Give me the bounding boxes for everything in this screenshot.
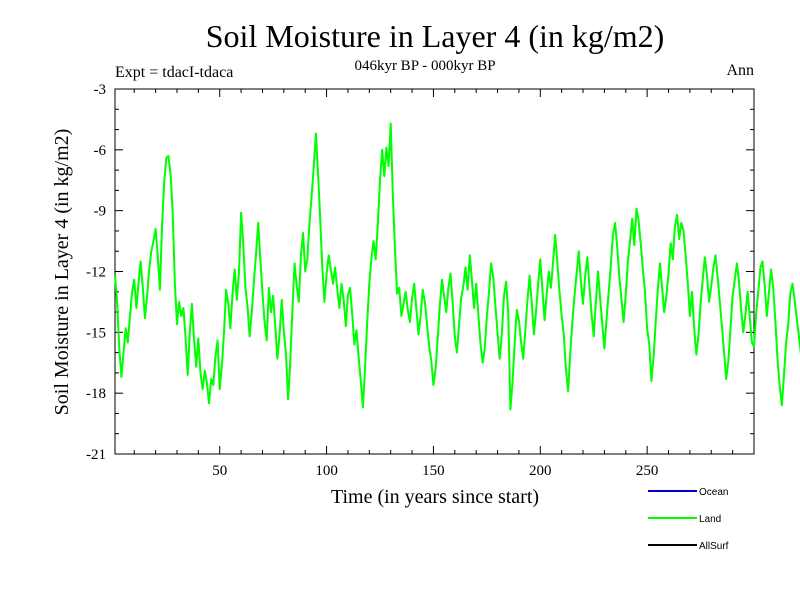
legend-label-ocean: Ocean [699,487,728,498]
x-axis-ticks: 50 100 150 200 250 [133,89,755,479]
y-axis-label: Soil Moisture in Layer 4 (in kg/m2) [51,129,73,416]
y-tick-label: -21 [86,447,106,463]
legend-label-land: Land [699,514,721,525]
plot-area: 50 100 150 200 250 -21 -18 -15 -12 -9 -6 -3 [86,82,800,479]
chart-subtitle: 046kyr BP - 000kyr BP [354,58,495,74]
series-layer [114,122,800,411]
x-tick-label: 100 [315,463,338,479]
legend: Ocean Land AllSurf [648,487,729,552]
y-tick-label: -18 [86,386,106,402]
season-label: Ann [726,62,754,79]
x-tick-label: 250 [636,463,659,479]
x-tick-label: 150 [422,463,445,479]
y-tick-label: -12 [86,265,106,281]
x-axis-label: Time (in years since start) [331,486,539,508]
plot-frame [114,88,755,455]
chart-title: Soil Moisture in Layer 4 (in kg/m2) [206,18,665,54]
x-tick-label: 50 [212,463,227,479]
legend-label-allsurf: AllSurf [699,541,729,552]
y-axis-ticks: -21 -18 -15 -12 -9 -6 -3 [86,82,754,463]
x-tick-label: 200 [529,463,552,479]
series-line-land [114,122,800,411]
y-tick-label: -15 [86,325,106,341]
y-tick-label: -9 [94,204,107,220]
y-tick-label: -6 [94,143,107,159]
experiment-label: Expt = tdacI-tdaca [115,64,233,81]
y-tick-label: -3 [94,82,107,98]
